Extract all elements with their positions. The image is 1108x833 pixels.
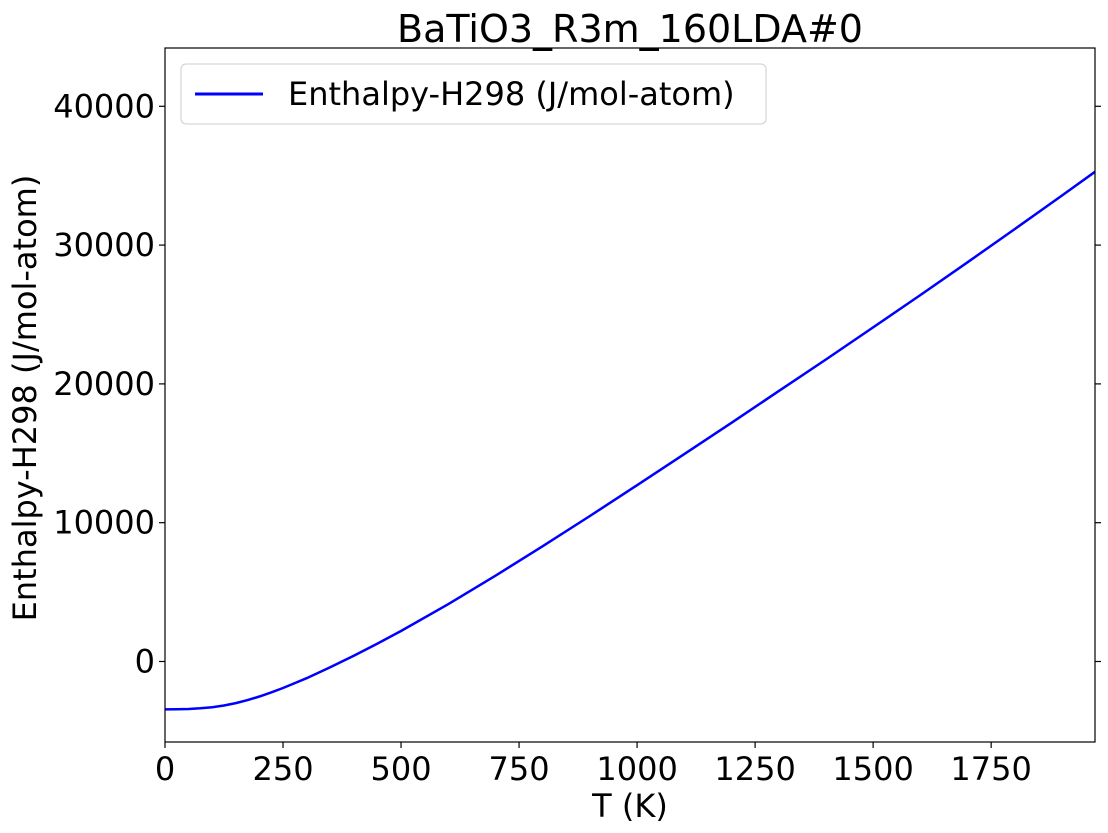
x-tick-label: 1750 — [950, 750, 1031, 788]
plot-area — [164, 170, 1096, 711]
x-axis: 0 250 500 750 1000 1250 1500 1750 — [155, 742, 1032, 788]
x-tick-label: 0 — [155, 750, 175, 788]
y-tick-label: 20000 — [53, 365, 155, 403]
legend-box — [180, 63, 767, 125]
series-line-0 — [164, 170, 1096, 711]
legend: Enthalpy-H298 (J/mol-atom) — [180, 63, 767, 125]
x-tick-label: 250 — [252, 750, 313, 788]
x-tick-label: 500 — [371, 750, 432, 788]
x-axis-label: T (K) — [591, 787, 668, 825]
y-tick-label: 40000 — [53, 87, 155, 125]
x-tick-label: 1250 — [714, 750, 795, 788]
y-axis-label: Enthalpy-H298 (J/mol-atom) — [6, 175, 44, 622]
y-axis: 0 10000 20000 30000 40000 — [53, 87, 1101, 680]
plot-frame — [164, 47, 1096, 743]
x-tick-label: 1500 — [832, 750, 913, 788]
x-tick-label: 750 — [489, 750, 550, 788]
y-tick-label: 0 — [135, 642, 155, 680]
legend-label: Enthalpy-H298 (J/mol-atom) — [288, 75, 735, 113]
y-tick-label: 10000 — [53, 504, 155, 542]
y-tick-label: 30000 — [53, 226, 155, 264]
x-tick-label: 1000 — [596, 750, 677, 788]
chart-title: BaTiO3_R3m_160LDA#0 — [397, 7, 863, 51]
